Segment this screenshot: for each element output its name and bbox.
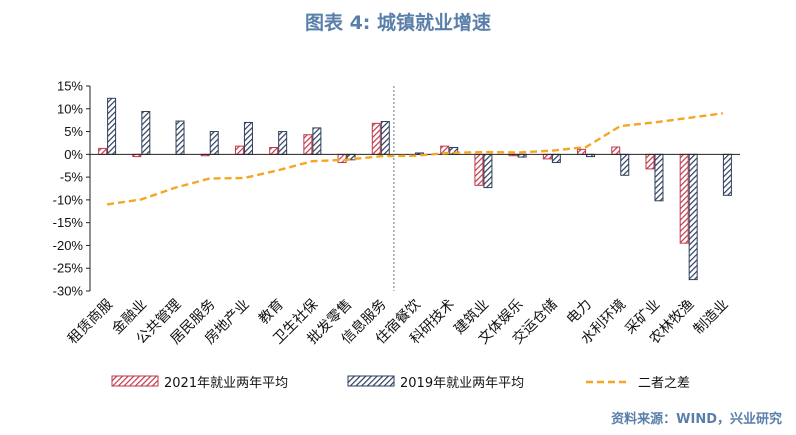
bar-2019 <box>722 153 732 196</box>
y-tick-label: 5% <box>64 124 83 139</box>
bar-2021 <box>371 122 381 155</box>
bar-2019 <box>107 97 117 155</box>
bar-2021 <box>234 145 244 155</box>
x-category-label: 制造业 <box>691 297 732 338</box>
bar-2021 <box>679 153 689 244</box>
legend-diff-label: 二者之差 <box>638 376 690 391</box>
bar-2019 <box>483 153 493 189</box>
legend-2019-swatch <box>347 375 395 387</box>
bar-2021 <box>542 153 552 160</box>
bar-2019 <box>209 131 219 155</box>
bar-2021 <box>337 153 347 164</box>
y-tick-label: 15% <box>57 79 83 94</box>
y-tick-label: -5% <box>60 170 84 185</box>
y-tick-label: 0% <box>64 147 83 162</box>
bar-2021 <box>577 148 587 155</box>
bar-2019 <box>278 131 288 155</box>
legend-2021-swatch <box>111 375 159 387</box>
y-tick-label: -20% <box>53 238 84 253</box>
series-line-diff <box>106 112 724 206</box>
bar-2019 <box>688 153 698 281</box>
source-note: 资料来源：WIND，兴业研究 <box>611 412 782 427</box>
y-tick-label: 10% <box>57 101 83 116</box>
chart-title: 图表 4: 城镇就业增速 <box>304 12 492 34</box>
bar-2021 <box>98 147 108 155</box>
bar-2019 <box>380 121 390 155</box>
bar-2019 <box>141 111 151 155</box>
bar-2021 <box>645 153 655 170</box>
legend-2021-label: 2021年就业两年平均 <box>164 376 288 391</box>
bar-2019 <box>312 127 322 155</box>
bar-2019 <box>243 121 253 155</box>
bar-2019 <box>551 153 561 164</box>
bar-2021 <box>474 153 484 186</box>
legend-2019-label: 2019年就业两年平均 <box>400 376 524 391</box>
bar-2019 <box>175 120 185 155</box>
bar-2021 <box>303 134 313 155</box>
bar-2019 <box>620 153 630 176</box>
y-tick-label: -30% <box>53 284 84 299</box>
bar-2021 <box>269 147 279 155</box>
x-category-label: 租赁商服 <box>65 297 116 348</box>
y-tick-label: -15% <box>53 215 84 230</box>
y-tick-label: -25% <box>53 261 84 276</box>
y-tick-label: -10% <box>53 192 84 207</box>
bar-2019 <box>654 153 664 202</box>
bar-2021 <box>611 146 621 155</box>
